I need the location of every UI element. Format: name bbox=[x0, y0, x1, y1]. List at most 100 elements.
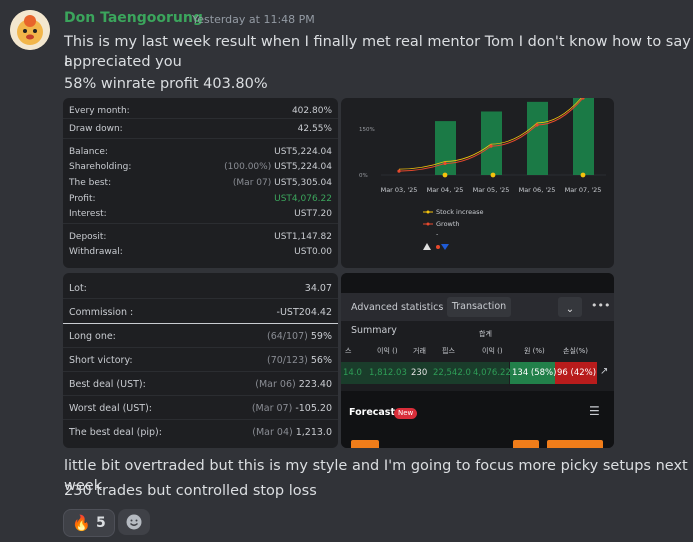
summary-value: 1,812.03 bbox=[369, 368, 407, 378]
tab-transaction[interactable]: Transaction bbox=[447, 297, 511, 317]
stat-label: Interest: bbox=[69, 209, 107, 219]
message-line: This is my last week result when I final… bbox=[64, 34, 691, 70]
growth-point bbox=[581, 98, 585, 100]
add-reaction-icon bbox=[126, 514, 142, 530]
col-label: 손실(%) bbox=[563, 347, 588, 355]
trend-icon[interactable]: ↗ bbox=[600, 366, 609, 377]
x-tick-label: Mar 07, '25 bbox=[565, 186, 602, 194]
stat-value: 402.80% bbox=[291, 106, 332, 116]
orange-button[interactable] bbox=[351, 440, 379, 448]
stat-value: UST5,305.04 bbox=[274, 178, 332, 188]
reaction-fire[interactable]: 🔥 5 bbox=[63, 509, 115, 537]
message-line: appreciated you bbox=[64, 54, 182, 70]
settings-sliders-icon[interactable]: ☰ bbox=[589, 404, 600, 418]
chart-bar bbox=[481, 111, 502, 175]
tab-advanced-statistics[interactable]: Advanced statistics bbox=[351, 302, 444, 313]
stat-note: (Mar 07) bbox=[232, 178, 272, 188]
growth-point bbox=[535, 123, 539, 127]
col-label: 이익 () bbox=[377, 347, 398, 355]
summary-row-bg bbox=[341, 362, 509, 384]
new-badge: New bbox=[394, 408, 418, 419]
stat-note: (100.00%) bbox=[224, 162, 272, 172]
stat-label: Draw down: bbox=[69, 124, 123, 134]
add-reaction-button[interactable] bbox=[118, 509, 150, 535]
divider bbox=[63, 138, 338, 139]
divider bbox=[63, 371, 338, 372]
summary-value: 230 bbox=[411, 368, 428, 378]
author-name[interactable]: Don Taengoorung bbox=[64, 10, 203, 26]
divider bbox=[63, 419, 338, 420]
timestamp: Yesterday at 11:48 PM bbox=[192, 13, 315, 26]
divider bbox=[63, 118, 338, 119]
orange-button[interactable] bbox=[513, 440, 539, 448]
summary-value: 4,076.22 bbox=[473, 368, 511, 378]
deal-label: The best deal (pip): bbox=[69, 427, 162, 438]
stats-panel[interactable]: Every month: 402.80% Draw down: 42.55% B… bbox=[63, 98, 338, 268]
stat-label: Every month: bbox=[69, 106, 130, 116]
deal-value: 56% bbox=[310, 355, 332, 366]
col-label: 거래 bbox=[413, 347, 426, 355]
x-tick-label: Mar 04, '25 bbox=[427, 186, 464, 194]
growth-point bbox=[443, 161, 447, 166]
legend-dot bbox=[426, 222, 430, 226]
stat-value: UST1,147.82 bbox=[274, 232, 332, 242]
chevron-button[interactable]: ⌄ bbox=[558, 297, 582, 317]
chart-bar bbox=[435, 121, 456, 175]
summary-value: 14.0 bbox=[343, 368, 362, 378]
summary-label: Summary bbox=[351, 325, 397, 336]
deal-value: 59% bbox=[310, 331, 332, 342]
message-line: 230 trades but controlled stop loss bbox=[64, 483, 317, 499]
advanced-panel[interactable]: Advanced statistics Transaction ⌄ ••• Su… bbox=[341, 273, 614, 448]
forecast-label[interactable]: Forecast bbox=[349, 407, 395, 418]
deal-value: 1,213.0 bbox=[295, 427, 332, 438]
x-tick-label: Mar 05, '25 bbox=[473, 186, 510, 194]
increase-point bbox=[490, 172, 496, 178]
divider bbox=[63, 298, 338, 299]
legend-label: - bbox=[436, 230, 439, 238]
y-tick-label: 150% bbox=[359, 127, 375, 133]
divider bbox=[63, 395, 338, 396]
divider bbox=[63, 323, 338, 324]
legend-marker bbox=[441, 244, 449, 250]
orange-button[interactable] bbox=[547, 440, 603, 448]
increase-point bbox=[580, 172, 586, 178]
forecast-section bbox=[341, 391, 614, 448]
stat-label: Profit: bbox=[69, 194, 96, 204]
deal-label: Commission : bbox=[69, 307, 134, 318]
summary-korean-header: 합계 bbox=[479, 330, 492, 338]
deals-panel[interactable]: Lot: 34.07 Commission : -UST204.42 Long … bbox=[63, 273, 338, 448]
win-cell-bg bbox=[510, 362, 555, 384]
x-tick-label: Mar 03, '25 bbox=[381, 186, 418, 194]
stat-label: Balance: bbox=[69, 147, 108, 157]
col-label: 원 (%) bbox=[524, 347, 545, 355]
col-label: 핍스 bbox=[442, 347, 455, 355]
message-line: 58% winrate profit 403.80% bbox=[64, 76, 268, 92]
chart-panel[interactable]: 150% 0% Mar 03, '25 Mar 04, '25 Mar 05, '25 M… bbox=[341, 98, 614, 268]
avatar[interactable] bbox=[10, 10, 50, 50]
stat-value: UST5,224.04 bbox=[274, 162, 332, 172]
chart-bar bbox=[527, 101, 548, 175]
deal-note: (Mar 06) bbox=[255, 379, 296, 390]
deal-note: (Mar 04) bbox=[252, 427, 293, 438]
deal-label: Best deal (UST): bbox=[69, 379, 146, 390]
divider bbox=[63, 223, 338, 224]
growth-chart: 150% 0% Mar 03, '25 Mar 04, '25 Mar 05, '25 M… bbox=[359, 98, 606, 250]
chart-bar bbox=[573, 98, 594, 175]
stat-value: 42.55% bbox=[297, 124, 332, 134]
deal-label: Lot: bbox=[69, 283, 87, 294]
col-label: 스 bbox=[345, 347, 352, 355]
deal-note: (70/123) bbox=[267, 355, 308, 366]
stat-value: UST7.20 bbox=[294, 209, 332, 219]
more-icon[interactable]: ••• bbox=[591, 299, 611, 312]
summary-value: 22,542.0 bbox=[433, 368, 471, 378]
col-label: 이익 () bbox=[482, 347, 503, 355]
fire-icon: 🔥 bbox=[72, 514, 91, 532]
stat-label: Shareholding: bbox=[69, 162, 132, 172]
legend-dot bbox=[426, 210, 430, 214]
deal-label: Worst deal (UST): bbox=[69, 403, 153, 414]
growth-point bbox=[397, 169, 401, 173]
legend-marker bbox=[436, 245, 440, 249]
increase-line bbox=[398, 98, 582, 170]
deal-value: 223.40 bbox=[298, 379, 332, 390]
chevron-down-icon: ⌄ bbox=[565, 304, 575, 315]
